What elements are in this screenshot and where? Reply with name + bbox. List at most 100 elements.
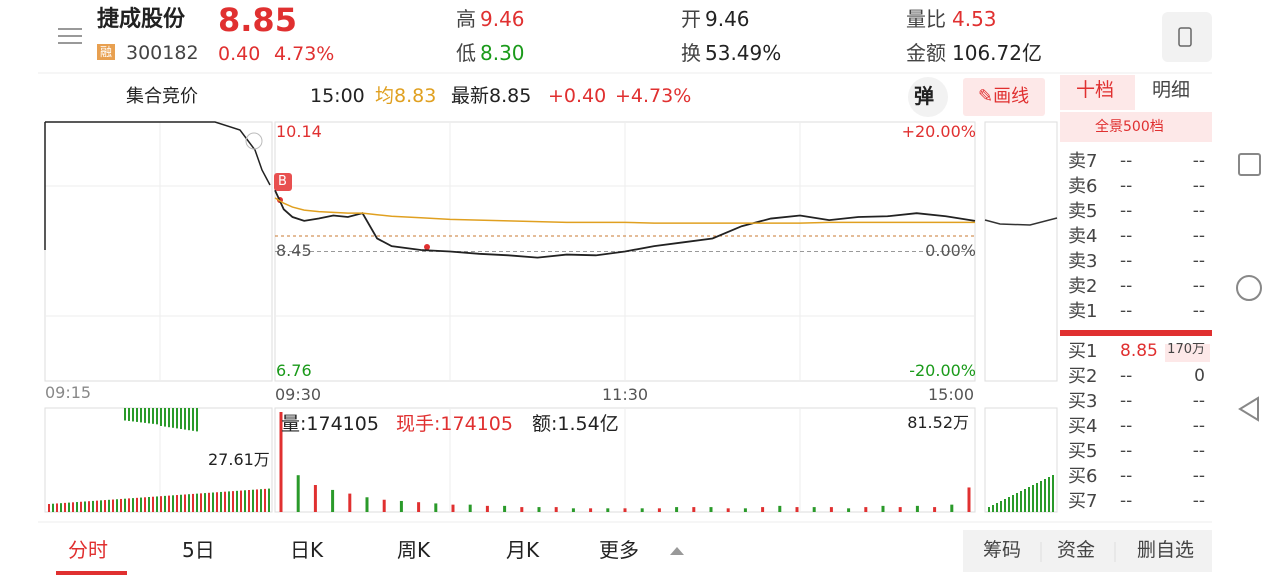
x-tick-label: 15:00 [928, 385, 975, 404]
volume-bar [399, 500, 403, 512]
pre-time: 09:15 [45, 383, 92, 402]
pre-bar [132, 408, 134, 422]
pre-bar [104, 500, 106, 512]
pre-bar [60, 503, 62, 512]
volume-bar [761, 507, 765, 512]
pre-bar [48, 504, 50, 512]
pre-bar [148, 497, 150, 512]
pre-bar [100, 500, 102, 512]
badge: 融 [97, 44, 116, 60]
volume-bar [640, 508, 644, 512]
marker: B [278, 174, 287, 189]
bottom-button[interactable]: 删自选 [1137, 539, 1195, 561]
book-label: 买1 [1068, 341, 1098, 362]
change-pct: 4.73% [274, 43, 335, 65]
pre-bar [124, 498, 126, 512]
volume-bar [296, 475, 300, 512]
vol-label: 量:174105 [281, 413, 379, 435]
book-label: 买5 [1068, 441, 1098, 462]
pre-bar [52, 503, 54, 512]
volume-bar [417, 502, 421, 512]
pre-bar [160, 496, 162, 512]
stat-value: 4.53 [952, 7, 997, 31]
book-label: 买6 [1068, 466, 1098, 487]
book-volume: -- [1192, 276, 1205, 296]
pre-bar [108, 499, 110, 512]
volume-bar [898, 507, 902, 512]
book-volume: 0 [1194, 366, 1205, 386]
after-bar [1000, 501, 1002, 512]
pre-bar [244, 490, 246, 512]
pre-bar [68, 502, 70, 512]
stat-value: 106.72亿 [952, 41, 1042, 65]
auction: 集合竞价 [126, 86, 198, 107]
book-volume: -- [1192, 441, 1205, 461]
bottom-button[interactable]: 筹码 [983, 539, 1022, 561]
bottom-tab[interactable]: 更多 [599, 538, 639, 562]
pre-bar [164, 495, 166, 512]
book-volume: -- [1192, 226, 1205, 246]
draw-icon: ✎ [978, 86, 994, 107]
volume-bar [847, 508, 851, 512]
bottom-tab[interactable]: 分时 [68, 538, 108, 562]
volume-bar [933, 507, 937, 512]
pre-bar [228, 491, 230, 512]
book-label: 卖1 [1068, 301, 1098, 322]
pre-bar [56, 503, 58, 512]
pre-bar [156, 408, 158, 425]
pre-bar [208, 492, 210, 512]
volume-bar [864, 507, 868, 512]
book-price: -- [1120, 366, 1133, 386]
pre-bar [192, 493, 194, 512]
pre-bar [120, 498, 122, 512]
depth[interactable]: 全景500档 [1095, 119, 1164, 135]
bottom-tab[interactable]: 日K [290, 538, 324, 562]
book-volume: -- [1192, 176, 1205, 196]
popup-btn[interactable]: 弹 [914, 84, 934, 108]
y-tick-label: 6.76 [276, 361, 312, 380]
draw-btn[interactable]: ✎画线 [978, 88, 1029, 106]
after-bar [992, 505, 994, 512]
book-price: 8.85 [1120, 341, 1158, 361]
pre-bar [184, 494, 186, 512]
bottom-tab[interactable]: 周K [397, 538, 431, 562]
book-volume: -- [1192, 201, 1205, 221]
book-label: 买4 [1068, 416, 1098, 437]
book-price: -- [1120, 301, 1133, 321]
pct-tick-label: +20.00% [901, 122, 976, 141]
pre-bar [144, 408, 146, 423]
after-bar [1052, 475, 1054, 512]
volume-bar [348, 493, 352, 512]
volume-bar [331, 489, 335, 512]
tab[interactable]: 明细 [1152, 79, 1191, 101]
pre-vol-label: 27.61万 [208, 450, 270, 469]
pre-bar [264, 488, 266, 512]
book-price: -- [1120, 176, 1133, 196]
pre-bar [172, 495, 174, 512]
pre-bar [256, 489, 258, 512]
pre-bar [240, 490, 242, 512]
book-volume: -- [1192, 491, 1205, 511]
pre-bar [148, 408, 150, 424]
pre-bar [140, 497, 142, 512]
bottom-button[interactable]: 资金 [1057, 539, 1096, 561]
bottom-tab[interactable]: 5日 [182, 538, 215, 562]
volume-bar [606, 508, 610, 512]
book-volume: -- [1192, 466, 1205, 486]
book-price: -- [1120, 201, 1133, 221]
after-bar [1008, 497, 1010, 512]
tab[interactable]: 十档 [1076, 79, 1115, 101]
book-label: 卖2 [1068, 276, 1098, 297]
pre-bar [92, 500, 94, 512]
pre-bar [200, 493, 202, 512]
bottom-tab[interactable]: 月K [506, 538, 540, 562]
volume-bar [589, 508, 593, 512]
pre-bar [168, 408, 170, 428]
x-tick-label: 09:30 [275, 385, 322, 404]
volume-bar [950, 504, 954, 512]
book-label: 买3 [1068, 391, 1098, 412]
stat-label: 开 [681, 7, 701, 31]
pre-bar [116, 499, 118, 512]
pre-bar [136, 408, 138, 422]
